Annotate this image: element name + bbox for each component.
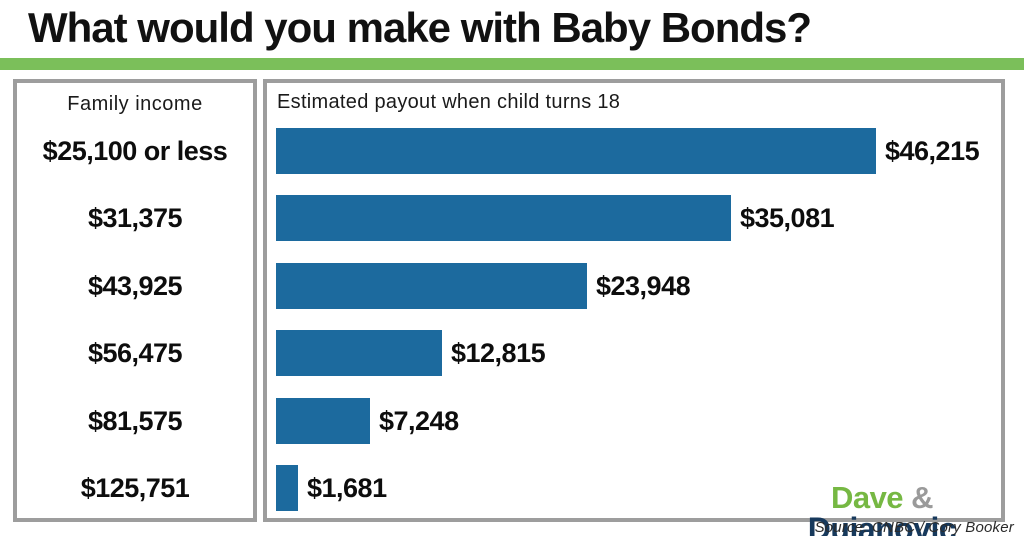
source-credit: Source: CNBC / Cory Booker	[814, 519, 1014, 536]
payout-value-label: $12,815	[451, 337, 546, 368]
payout-chart-panel: Estimated payout when child turns 18 $46…	[263, 79, 1005, 536]
payout-bar	[276, 465, 298, 511]
payout-value-label: $35,081	[740, 202, 835, 233]
payout-header: Estimated payout when child turns 18	[277, 91, 621, 113]
payout-bar-row: $35,081	[276, 195, 835, 241]
payout-value-label: $1,681	[307, 472, 387, 503]
family-income-label: $56,475	[87, 337, 183, 368]
payout-bar	[276, 263, 587, 309]
family-income-label: $25,100 or less	[42, 135, 228, 166]
payout-bar	[276, 330, 442, 376]
payout-bar	[276, 195, 731, 241]
logo-word-dave: Dave	[830, 480, 904, 515]
family-income-panel: Family income $25,100 or less $31,375 $43,…	[13, 79, 257, 522]
family-income-label: $31,375	[87, 202, 183, 233]
payout-bar	[276, 128, 876, 174]
payout-bar	[276, 398, 370, 444]
family-income-header: Family income	[67, 93, 203, 115]
payout-value-label: $23,948	[596, 270, 691, 301]
payout-bar-row: $46,215	[276, 128, 980, 174]
payout-bar-row: $1,681	[276, 465, 387, 511]
payout-bar-row: $12,815	[276, 330, 546, 376]
logo-line1: Dave &	[787, 480, 977, 515]
family-income-label: $81,575	[87, 405, 183, 436]
family-income-label: $125,751	[80, 472, 190, 503]
logo-ampersand: &	[911, 480, 934, 515]
payout-bar-row: $7,248	[276, 398, 459, 444]
dave-dujanovic-logo: Dave & Dujanovic KSL NEWS RADIO 102.7FM …	[787, 480, 977, 536]
payout-value-label: $46,215	[885, 135, 980, 166]
logo-word-dujanovic: Dujanovic	[807, 511, 957, 536]
page-title: What would you make with Baby Bonds?	[28, 4, 812, 51]
payout-bar-row: $23,948	[276, 263, 691, 309]
payout-value-label: $7,248	[379, 405, 459, 436]
family-income-label: $43,925	[87, 270, 183, 301]
green-divider-bar	[0, 58, 1024, 70]
